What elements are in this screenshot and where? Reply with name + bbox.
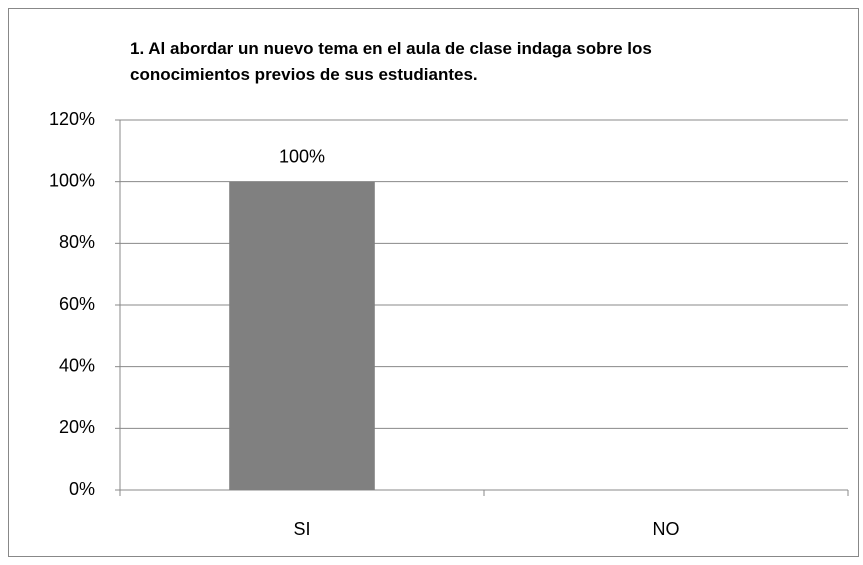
y-tick-label: 0% — [69, 479, 95, 499]
y-tick-label: 120% — [49, 109, 95, 129]
chart-title: 1. Al abordar un nuevo tema en el aula d… — [130, 39, 652, 84]
y-tick-label: 60% — [59, 294, 95, 314]
chart-border — [8, 8, 859, 557]
x-tick-label: NO — [653, 519, 680, 539]
y-tick-label: 20% — [59, 417, 95, 437]
y-tick-label: 40% — [59, 355, 95, 375]
bar — [229, 181, 375, 490]
x-tick-label: SI — [293, 519, 310, 539]
y-tick-label: 100% — [49, 170, 95, 190]
data-label: 100% — [279, 146, 325, 166]
y-tick-label: 80% — [59, 232, 95, 252]
